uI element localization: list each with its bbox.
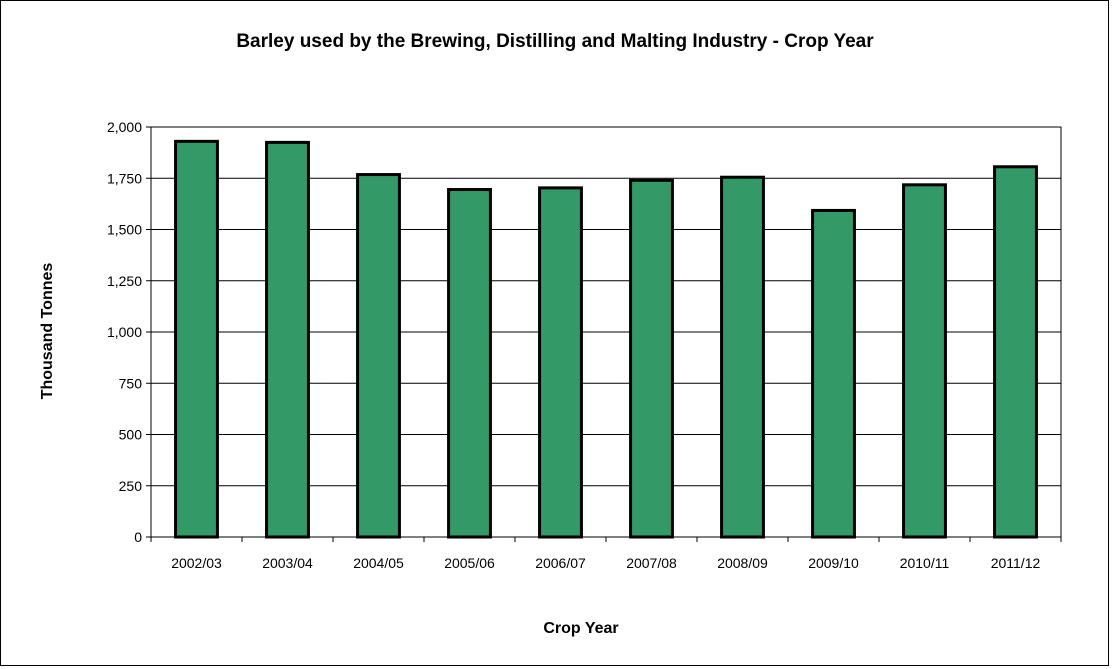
plot-area: 0 250 500 750 1,000 1,250 1,500 1,750 2,000 2002/… bbox=[107, 119, 1062, 571]
x-tick-label: 2002/03 bbox=[171, 555, 222, 571]
x-tick-label: 2010/11 bbox=[900, 555, 950, 571]
bar bbox=[811, 208, 856, 539]
bar bbox=[902, 183, 947, 539]
bar bbox=[447, 188, 492, 539]
y-axis-title: Thousand Tonnes bbox=[39, 263, 56, 400]
bar bbox=[174, 139, 219, 539]
y-tick-label: 1,750 bbox=[107, 170, 142, 186]
x-tick-label: 2005/06 bbox=[444, 555, 495, 571]
x-tick-label: 2009/10 bbox=[808, 555, 859, 571]
y-tick-label: 2,000 bbox=[107, 119, 142, 135]
y-tick-label: 0 bbox=[134, 529, 142, 545]
x-tick-label: 2006/07 bbox=[535, 555, 586, 571]
x-axis-title: Crop Year bbox=[543, 620, 618, 637]
y-tick-label: 750 bbox=[119, 375, 143, 391]
bar bbox=[356, 173, 401, 539]
x-tick-label: 2008/09 bbox=[717, 555, 768, 571]
x-tick-label: 2011/12 bbox=[991, 555, 1041, 571]
x-tick-label: 2003/04 bbox=[262, 555, 313, 571]
bar bbox=[538, 186, 583, 539]
y-tick-label: 1,000 bbox=[107, 324, 142, 340]
bar bbox=[265, 140, 310, 539]
y-tick-label: 500 bbox=[119, 427, 143, 443]
bar bbox=[629, 178, 674, 539]
bar bbox=[720, 175, 765, 539]
x-tick-label: 2007/08 bbox=[626, 555, 677, 571]
chart-title: Barley used by the Brewing, Distilling a… bbox=[236, 31, 874, 52]
y-tick-label: 1,250 bbox=[107, 273, 142, 289]
x-tick-label: 2004/05 bbox=[353, 555, 404, 571]
y-tick-label: 250 bbox=[119, 478, 143, 494]
bar bbox=[993, 165, 1038, 539]
y-tick-label: 1,500 bbox=[107, 222, 142, 238]
